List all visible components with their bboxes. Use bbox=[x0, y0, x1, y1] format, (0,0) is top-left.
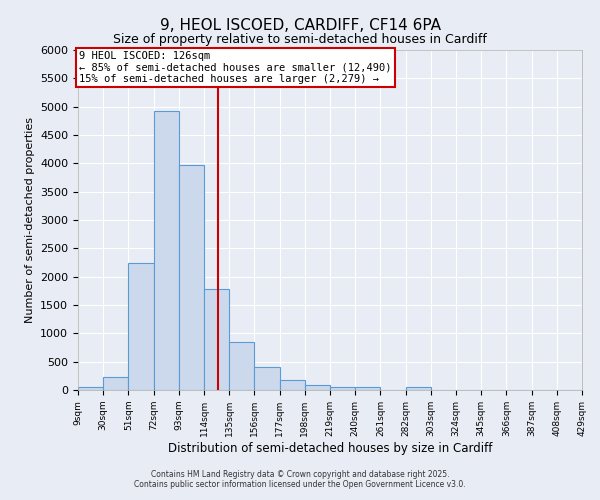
Text: Contains HM Land Registry data © Crown copyright and database right 2025.
Contai: Contains HM Land Registry data © Crown c… bbox=[134, 470, 466, 489]
Bar bbox=[406, 387, 431, 390]
Bar bbox=[204, 289, 229, 390]
Text: Size of property relative to semi-detached houses in Cardiff: Size of property relative to semi-detach… bbox=[113, 32, 487, 46]
Bar bbox=[103, 377, 128, 390]
X-axis label: Distribution of semi-detached houses by size in Cardiff: Distribution of semi-detached houses by … bbox=[168, 442, 492, 454]
Bar bbox=[330, 386, 355, 390]
Bar bbox=[154, 110, 179, 390]
Bar bbox=[280, 380, 305, 390]
Bar bbox=[305, 384, 330, 390]
Bar bbox=[128, 262, 154, 390]
Text: 9 HEOL ISCOED: 126sqm
← 85% of semi-detached houses are smaller (12,490)
15% of : 9 HEOL ISCOED: 126sqm ← 85% of semi-deta… bbox=[79, 51, 392, 84]
Bar bbox=[229, 342, 254, 390]
Bar bbox=[78, 387, 103, 390]
Text: 9, HEOL ISCOED, CARDIFF, CF14 6PA: 9, HEOL ISCOED, CARDIFF, CF14 6PA bbox=[160, 18, 440, 32]
Y-axis label: Number of semi-detached properties: Number of semi-detached properties bbox=[25, 117, 35, 323]
Bar bbox=[179, 165, 204, 390]
Bar bbox=[355, 387, 380, 390]
Bar bbox=[254, 368, 280, 390]
